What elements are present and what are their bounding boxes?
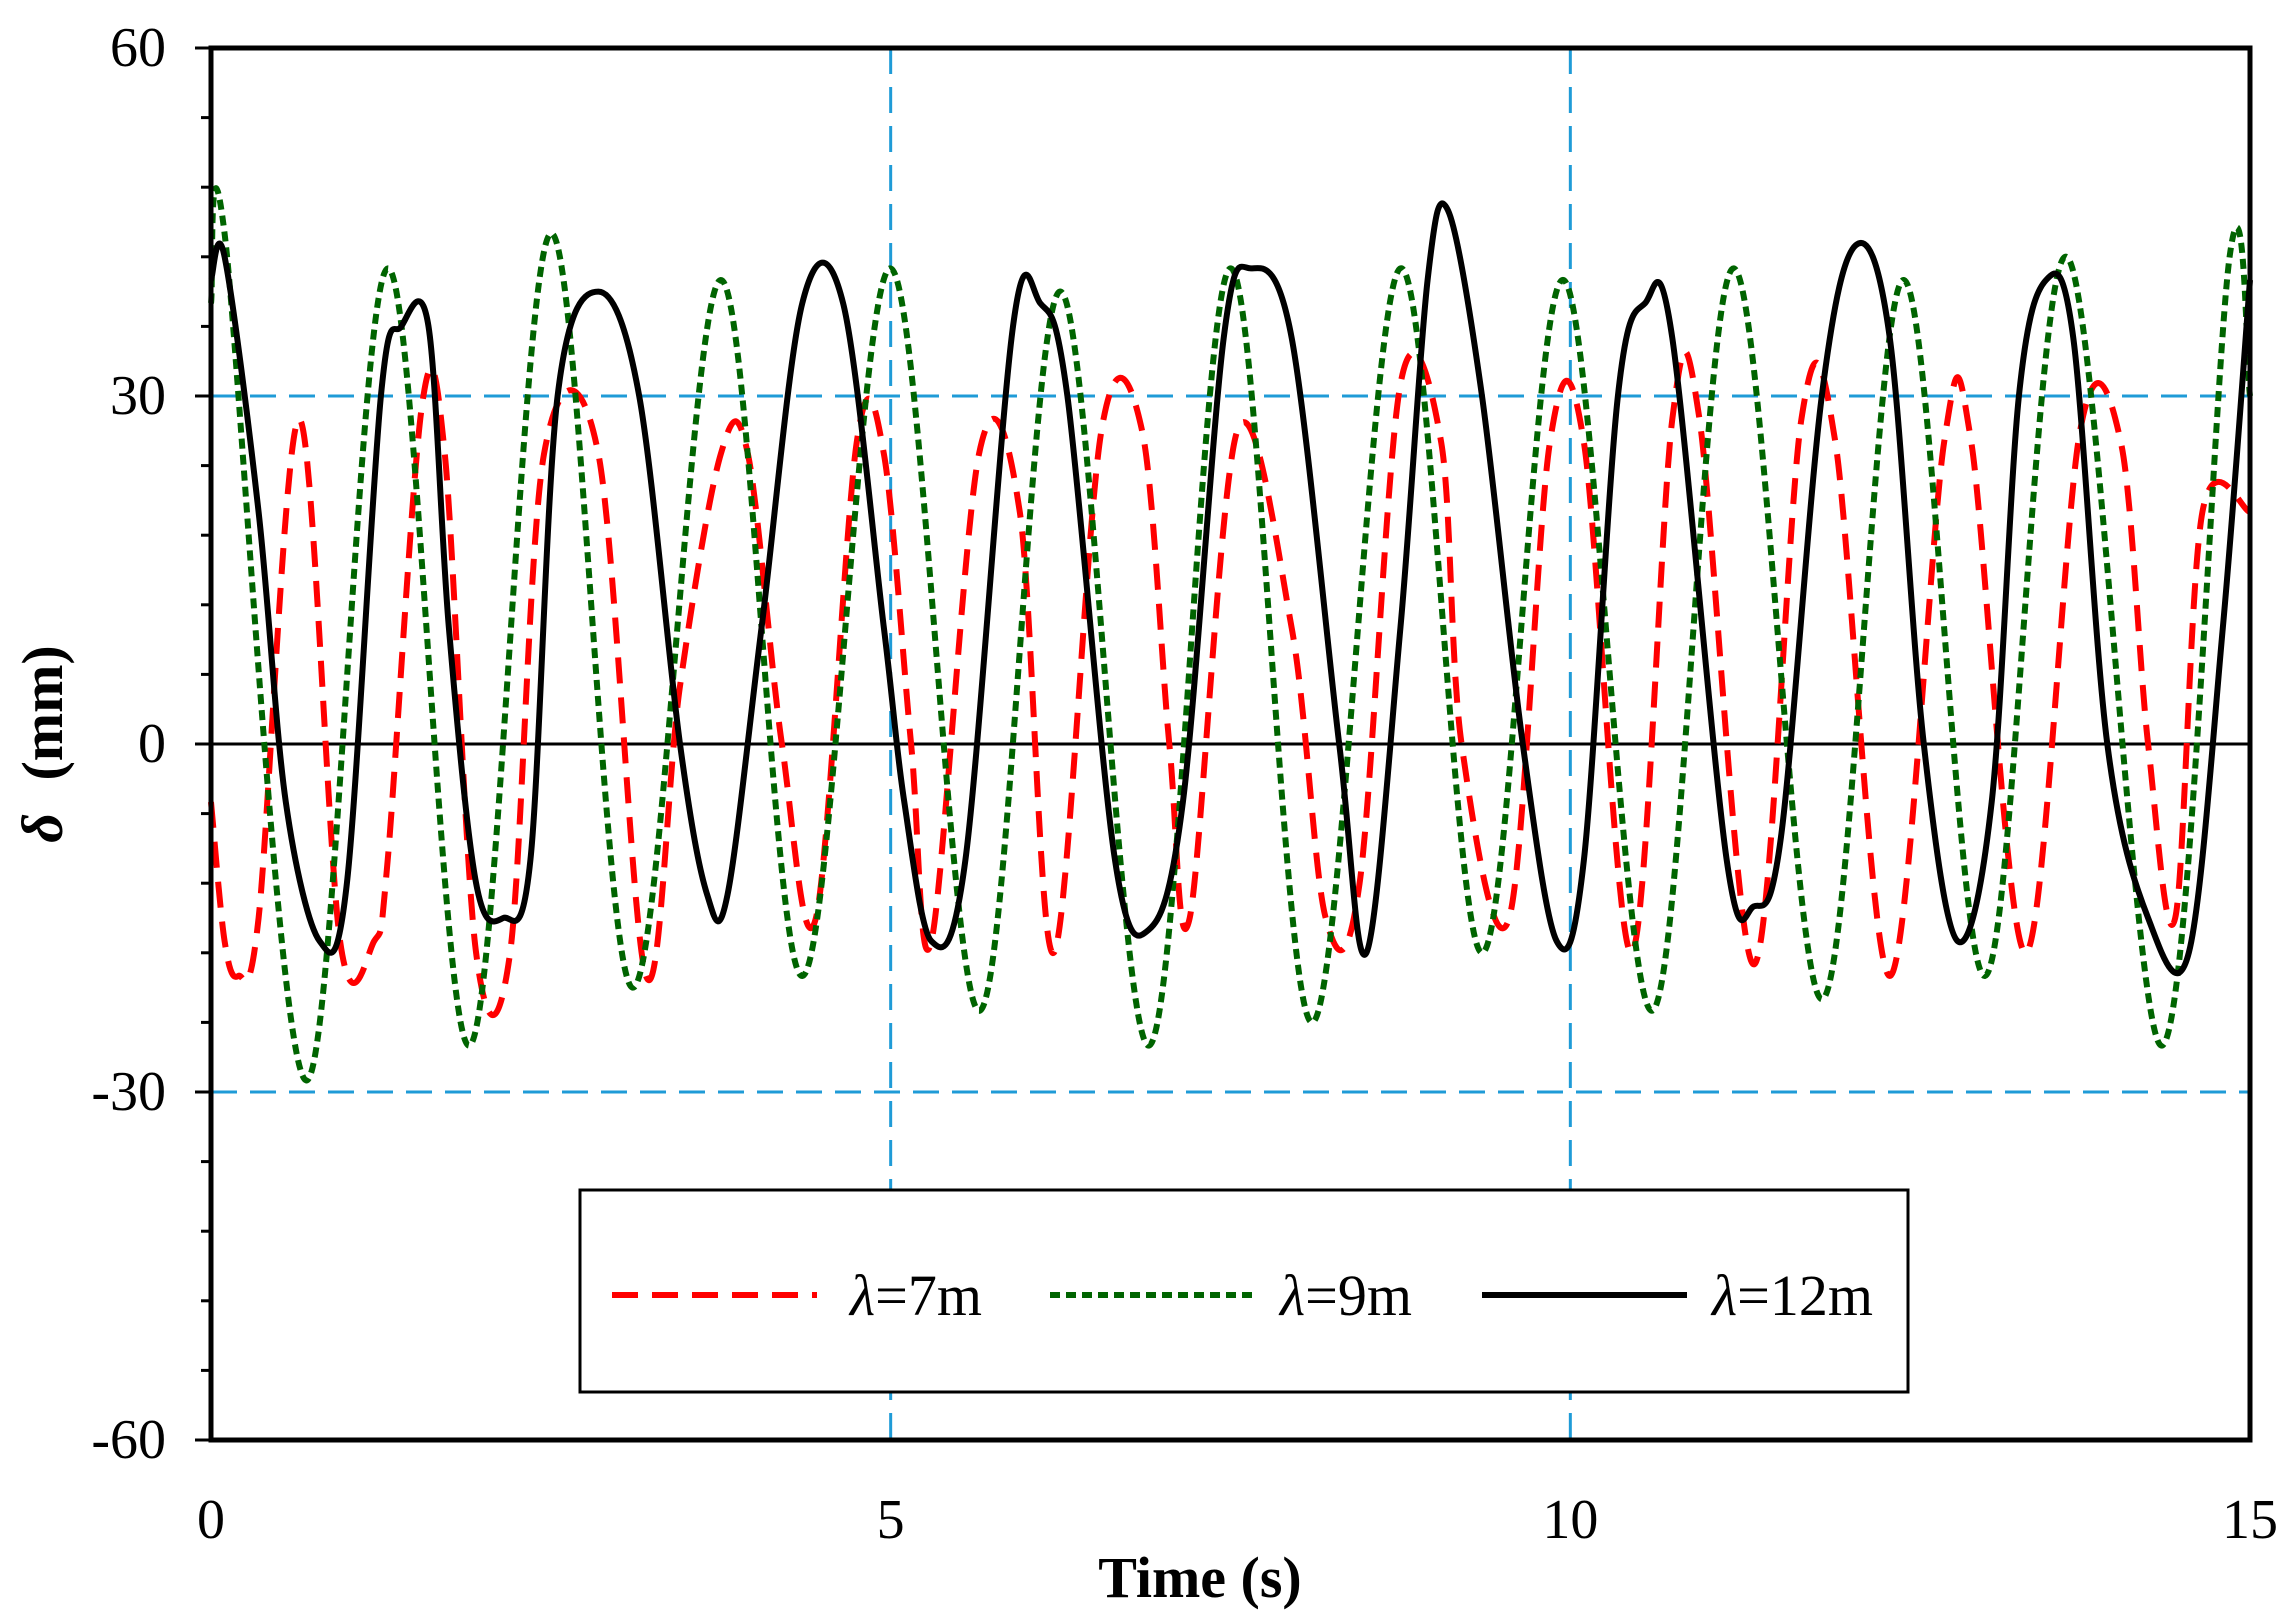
y-tick-label: 30 xyxy=(110,365,166,427)
x-tick-label: 0 xyxy=(197,1489,225,1551)
legend-label: λ=7m xyxy=(848,1263,982,1328)
legend-value: =7m xyxy=(875,1263,982,1328)
y-axis-title: δ (mm) xyxy=(10,645,75,842)
y-axis-symbol: δ xyxy=(10,813,75,843)
x-tick-label: 10 xyxy=(1542,1489,1598,1551)
legend-value: =9m xyxy=(1305,1263,1412,1328)
y-tick-label: 60 xyxy=(110,17,166,79)
y-tick-label: 0 xyxy=(138,713,166,775)
series-line-λ=12m xyxy=(208,200,2253,976)
legend-label: λ=9m xyxy=(1278,1263,1412,1328)
legend: λ=7m λ=9m λ=12m xyxy=(578,1188,1910,1394)
legend-value: =12m xyxy=(1737,1263,1873,1328)
legend-symbol: λ xyxy=(1710,1263,1737,1328)
legend-symbol: λ xyxy=(1278,1263,1305,1328)
series-group xyxy=(208,185,2253,1084)
x-axis-title: Time (s) xyxy=(1098,1545,1302,1610)
legend-symbol: λ xyxy=(848,1263,875,1328)
y-tick-label: -30 xyxy=(91,1061,166,1123)
legend-box xyxy=(578,1188,1910,1394)
x-tick-label: 5 xyxy=(877,1489,905,1551)
gridlines xyxy=(211,48,2250,1440)
y-axis-unit: (mm) xyxy=(10,645,75,780)
legend-label: λ=12m xyxy=(1710,1263,1873,1328)
ticks xyxy=(195,46,211,1442)
x-tick-label: 15 xyxy=(2222,1489,2278,1551)
tick-labels: -60 -30 0 30 60 0 5 10 15 xyxy=(91,17,2278,1551)
series-line-λ=9m xyxy=(208,185,2253,1084)
y-tick-label: -60 xyxy=(91,1409,166,1471)
